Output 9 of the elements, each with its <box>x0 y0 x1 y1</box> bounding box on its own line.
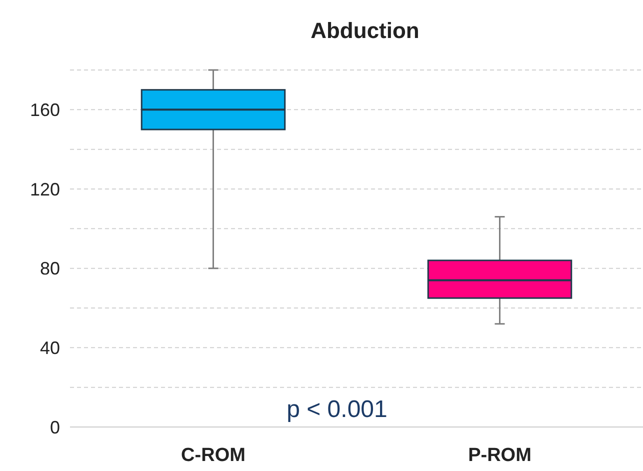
y-tick-label: 80 <box>40 258 60 279</box>
chart-title: Abduction <box>310 18 420 43</box>
y-tick-label: 160 <box>30 100 60 120</box>
annotation: p < 0.001 <box>286 396 388 423</box>
y-tick-label: 40 <box>40 338 60 358</box>
x-tick-label: P-ROM <box>468 445 532 466</box>
x-tick-label: C-ROM <box>181 445 246 466</box>
y-tick-label: 120 <box>30 179 60 200</box>
y-tick-label: 0 <box>50 417 60 438</box>
